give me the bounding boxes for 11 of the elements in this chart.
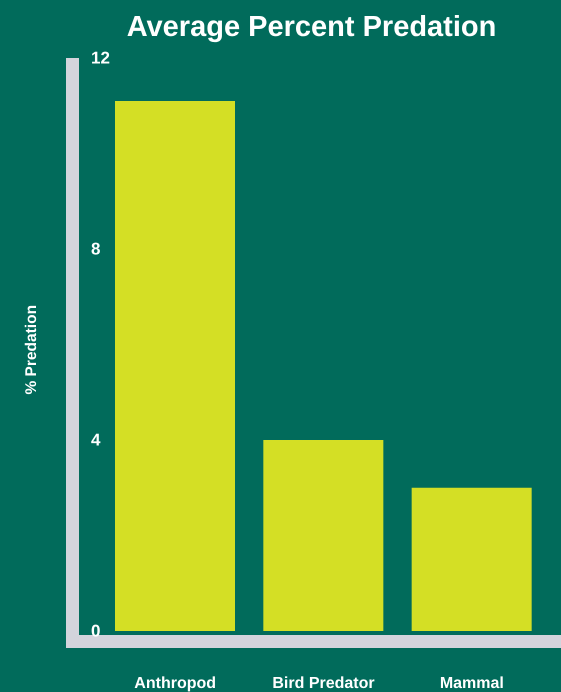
bar bbox=[412, 488, 532, 631]
chart-title: Average Percent Predation bbox=[126, 10, 498, 42]
y-tick-label: 4 bbox=[91, 430, 101, 450]
y-tick-label: 8 bbox=[91, 240, 100, 258]
x-tick-label: Mammal bbox=[440, 675, 504, 692]
x-tick-label: Anthropod bbox=[134, 675, 216, 692]
bar bbox=[263, 440, 384, 631]
x-tick-label: Bird Predator bbox=[272, 675, 375, 692]
y-axis-title: % Predation bbox=[23, 304, 40, 395]
y-tick-label: 12 bbox=[91, 48, 110, 68]
bar bbox=[115, 100, 235, 631]
